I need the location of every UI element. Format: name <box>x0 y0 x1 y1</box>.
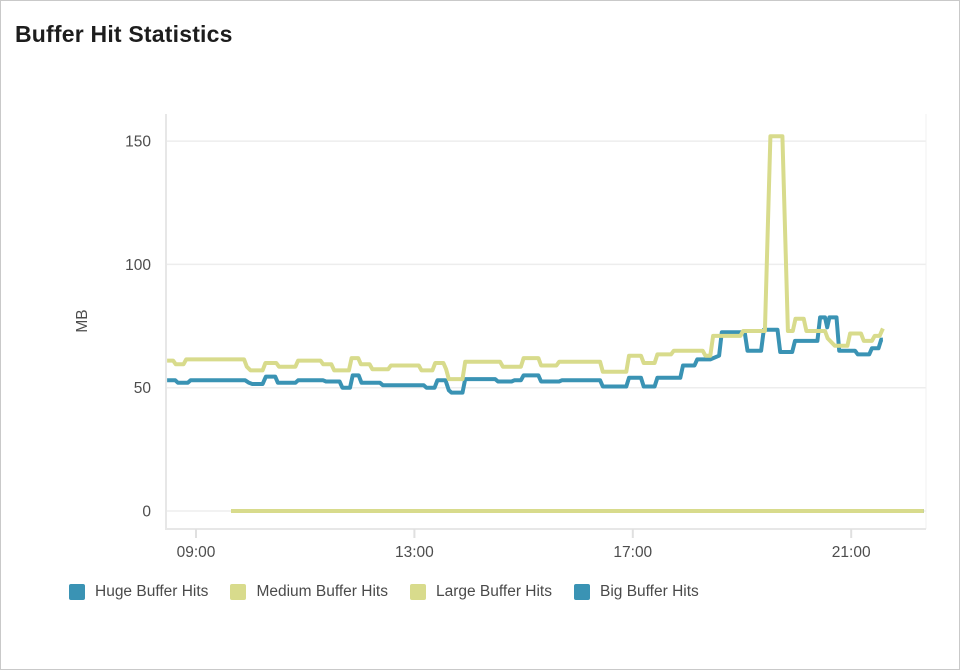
page-title: Buffer Hit Statistics <box>15 21 233 47</box>
svg-text:100: 100 <box>125 257 151 274</box>
svg-text:MB: MB <box>74 309 91 332</box>
svg-text:150: 150 <box>125 134 151 151</box>
legend-label: Huge Buffer Hits <box>95 583 209 600</box>
svg-text:09:00: 09:00 <box>177 544 216 561</box>
legend-item-huge-buffer-hits[interactable]: Huge Buffer Hits <box>69 583 208 601</box>
huge-buffer-hits-swatch-icon <box>69 584 85 600</box>
buffer-hit-line-chart[interactable]: 09:00 13:00 17:00 21:00 0 50 100 150 MB <box>1 1 960 571</box>
legend-item-medium-buffer-hits[interactable]: Medium Buffer Hits <box>230 583 388 601</box>
svg-text:0: 0 <box>142 504 151 521</box>
svg-text:17:00: 17:00 <box>613 544 652 561</box>
chart-legend: Huge Buffer Hits Medium Buffer Hits Larg… <box>69 583 699 601</box>
svg-text:21:00: 21:00 <box>832 544 871 561</box>
svg-text:13:00: 13:00 <box>395 544 434 561</box>
legend-label: Big Buffer Hits <box>599 583 699 600</box>
legend-item-large-buffer-hits[interactable]: Large Buffer Hits <box>409 583 552 601</box>
big-buffer-hits-swatch-icon <box>573 584 590 600</box>
legend-label: Large Buffer Hits <box>435 583 552 600</box>
svg-text:50: 50 <box>134 380 152 397</box>
large-buffer-hits-swatch-icon <box>409 584 426 600</box>
medium-buffer-hits-swatch-icon <box>230 584 247 600</box>
legend-item-big-buffer-hits[interactable]: Big Buffer Hits <box>573 583 699 601</box>
legend-label: Medium Buffer Hits <box>256 583 388 600</box>
